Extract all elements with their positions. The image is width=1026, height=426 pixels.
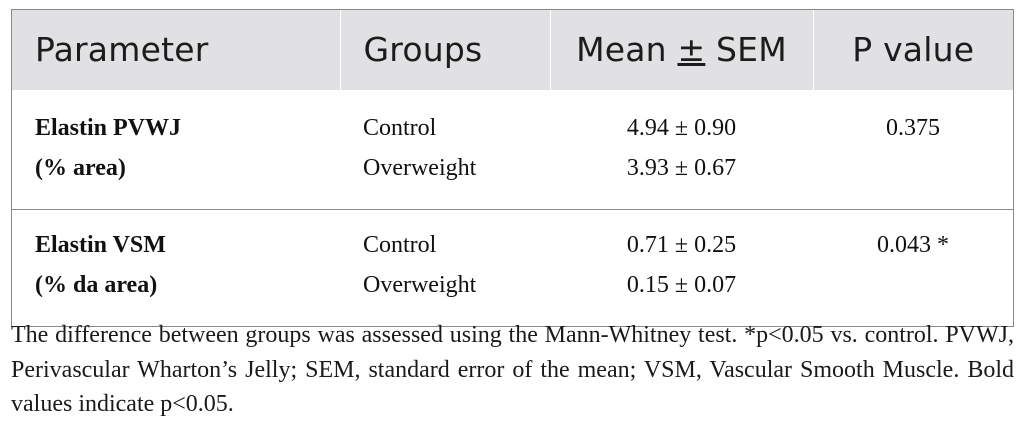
- data-table-container: Parameter Groups Mean ± SEM P value Elas…: [11, 9, 1014, 327]
- table-header-row: Parameter Groups Mean ± SEM P value: [12, 10, 1013, 90]
- table-row: Elastin VSM (% da area) Control Overweig…: [12, 209, 1013, 327]
- group-overweight: Overweight: [363, 155, 477, 181]
- value-overweight: 0.15 ± 0.07: [626, 272, 737, 298]
- header-parameter: Parameter: [35, 29, 209, 69]
- group-control: Control: [363, 232, 437, 258]
- parameter-name: Elastin VSM: [35, 232, 166, 258]
- group-control: Control: [363, 115, 437, 141]
- value-overweight: 3.93 ± 0.67: [626, 155, 737, 181]
- parameter-name: Elastin PVWJ: [35, 115, 182, 141]
- table-footnote: The difference between groups was assess…: [11, 322, 1014, 417]
- header-mean-prefix: Mean: [576, 29, 678, 69]
- mean-sem-cell: 4.94 ± 0.90 3.93 ± 0.67: [550, 90, 813, 210]
- parameter-cell: Elastin VSM (% da area): [12, 210, 340, 327]
- header-plus-minus-symbol: ±: [677, 29, 706, 69]
- parameter-unit: (% area): [35, 155, 126, 181]
- header-mean-sem: Mean ± SEM: [549, 10, 813, 90]
- header-p-value: P value: [812, 10, 1013, 90]
- table-row: Elastin PVWJ (% area) Control Overweight…: [12, 90, 1013, 210]
- mean-sem-cell: 0.71 ± 0.25 0.15 ± 0.07: [550, 210, 813, 327]
- groups-cell: Control Overweight: [340, 90, 550, 210]
- parameter-cell: Elastin PVWJ (% area): [12, 90, 340, 210]
- p-value-cell: 0.375: [886, 115, 940, 141]
- group-overweight: Overweight: [363, 272, 477, 298]
- results-table: Parameter Groups Mean ± SEM P value Elas…: [12, 10, 1013, 326]
- p-value-cell: 0.043 *: [877, 232, 949, 258]
- header-groups: Groups: [339, 10, 550, 90]
- value-control: 4.94 ± 0.90: [626, 115, 737, 141]
- header-sem-suffix: SEM: [705, 29, 787, 69]
- value-control: 0.71 ± 0.25: [626, 232, 737, 258]
- parameter-unit: (% da area): [35, 272, 158, 298]
- groups-cell: Control Overweight: [340, 210, 550, 327]
